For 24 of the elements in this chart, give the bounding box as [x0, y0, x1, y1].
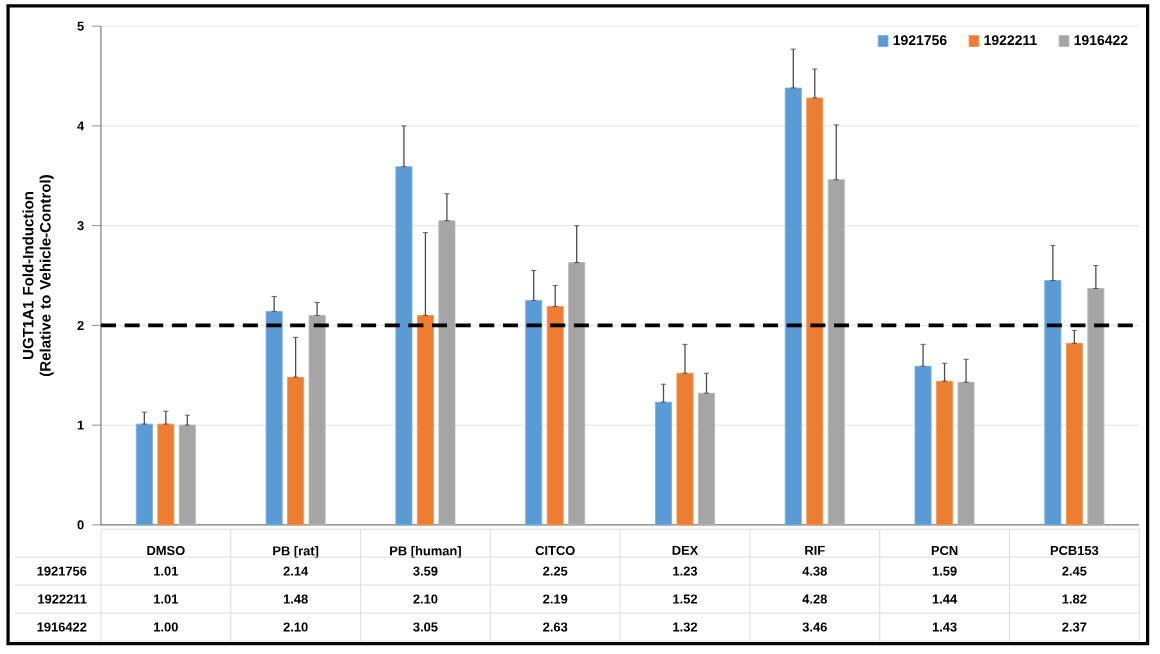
bar: [957, 381, 975, 526]
bar: [936, 380, 954, 526]
bar: [265, 311, 283, 526]
bar: [1087, 288, 1105, 526]
bar: [806, 97, 824, 526]
bar: [1065, 343, 1083, 526]
bar: [676, 372, 694, 526]
bar: [287, 376, 305, 526]
bar: [395, 166, 413, 526]
bar: [525, 300, 543, 526]
bar: [157, 423, 175, 526]
bar: [698, 392, 715, 526]
bar: [308, 315, 326, 526]
bar: [914, 365, 932, 526]
bar: [784, 87, 802, 526]
bar: [568, 262, 586, 526]
bar: [438, 220, 456, 526]
bar: [178, 424, 196, 526]
bar: [416, 315, 434, 526]
bar: [135, 423, 153, 526]
bar: [1044, 280, 1062, 526]
bar: [546, 306, 564, 526]
bar: [655, 401, 672, 526]
bar: [827, 179, 845, 526]
